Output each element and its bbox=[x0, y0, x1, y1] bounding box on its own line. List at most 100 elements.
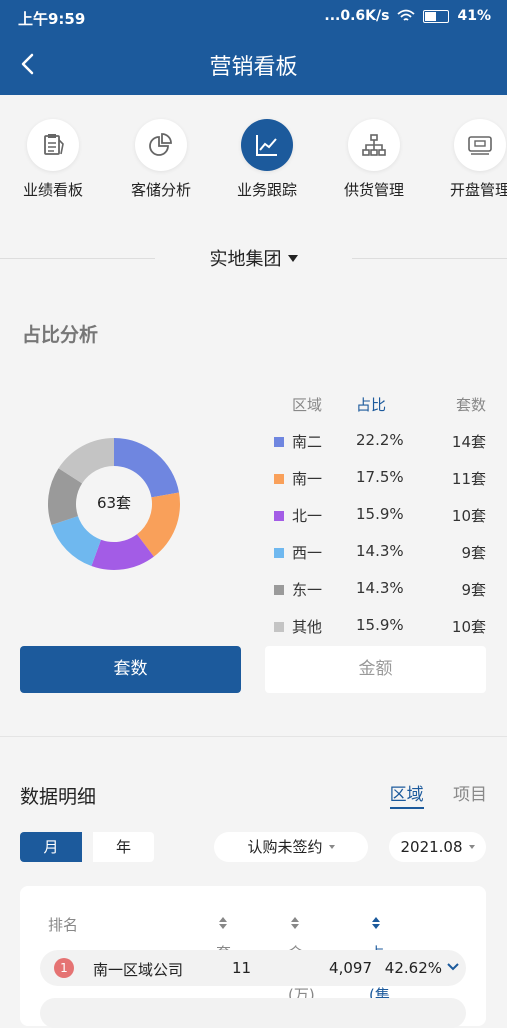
category-item-customer[interactable]: 客储分析 bbox=[108, 119, 214, 200]
hierarchy-icon bbox=[362, 134, 386, 156]
legend-header: 区域 占比 套数 bbox=[292, 396, 486, 414]
category-label: 客储分析 bbox=[130, 181, 191, 199]
legend-region: 北一 bbox=[292, 507, 323, 525]
status-bar: 上午9:59 ...0.6K/s 41% bbox=[0, 0, 507, 34]
amount-button[interactable]: 金额 bbox=[265, 646, 486, 693]
tab-project[interactable]: 项目 bbox=[453, 785, 487, 805]
detail-tabs: 区域 项目 bbox=[366, 780, 487, 809]
legend-region: 南一 bbox=[292, 470, 323, 488]
header-share[interactable]: 占比(集团) bbox=[369, 914, 390, 1025]
legend-count: 9套 bbox=[461, 544, 486, 562]
legend-region: 南二 bbox=[292, 433, 323, 451]
cash-icon bbox=[468, 136, 492, 155]
category-item-tracking[interactable]: 业务跟踪 bbox=[214, 119, 320, 200]
legend-count: 10套 bbox=[451, 507, 486, 525]
legend-row: 南二 22.2% 14套 bbox=[266, 425, 496, 462]
count-button[interactable]: 套数 bbox=[20, 646, 241, 693]
legend-count: 9套 bbox=[461, 581, 486, 599]
category-label: 供货管理 bbox=[343, 181, 404, 199]
donut-slice-北一 bbox=[91, 534, 154, 570]
legend-count: 10套 bbox=[451, 618, 486, 636]
table-header: 排名 套数 金额(万) 占比(集团) bbox=[20, 886, 486, 1025]
legend-count: 14套 bbox=[451, 433, 486, 451]
legend-swatch bbox=[274, 585, 284, 595]
legend-share: 17.5% bbox=[356, 468, 404, 486]
legend-region: 其他 bbox=[292, 618, 323, 636]
legend-row: 南一 17.5% 11套 bbox=[266, 462, 496, 499]
section-title: 占比分析 bbox=[22, 324, 99, 346]
divider bbox=[352, 258, 507, 259]
legend-row: 西一 14.3% 9套 bbox=[266, 536, 496, 573]
back-arrow-icon[interactable] bbox=[16, 49, 42, 79]
legend-swatch bbox=[274, 511, 284, 521]
category-label: 开盘管理 bbox=[449, 181, 507, 199]
legend-swatch bbox=[274, 622, 284, 632]
legend-row: 其他 15.9% 10套 bbox=[266, 610, 496, 647]
caret-down-icon bbox=[328, 845, 335, 849]
caret-down-icon bbox=[287, 255, 298, 262]
row-amount: 4,097 bbox=[329, 959, 372, 977]
legend-share: 14.3% bbox=[356, 542, 404, 560]
caret-down-icon bbox=[468, 845, 475, 849]
donut-slice-西一 bbox=[51, 516, 102, 567]
legend-region: 西一 bbox=[292, 544, 323, 562]
sort-icon bbox=[219, 917, 227, 929]
category-label: 业务跟踪 bbox=[236, 181, 297, 199]
table-row[interactable]: 1 南一区域公司 11 4,097 42.62% bbox=[40, 950, 466, 986]
pie-chart-icon bbox=[149, 133, 172, 156]
network-speed: ...0.6K/s bbox=[324, 8, 390, 24]
period-month-button[interactable]: 月 bbox=[20, 832, 82, 862]
header-count[interactable]: 套数 bbox=[216, 914, 231, 983]
category-label: 业绩看板 bbox=[22, 181, 83, 199]
category-nav: 业绩看板 客储分析 业务跟踪 供货管理 开盘管理 bbox=[0, 95, 507, 213]
group-selector[interactable]: 实地集团 bbox=[0, 245, 507, 271]
legend-share: 22.2% bbox=[356, 431, 404, 449]
battery-level: 41% bbox=[457, 8, 491, 24]
top-bar: 营销看板 bbox=[0, 34, 507, 95]
legend-row: 北一 15.9% 10套 bbox=[266, 499, 496, 536]
sort-icon bbox=[372, 917, 380, 929]
divider bbox=[0, 258, 155, 259]
group-selector-row: 实地集团 bbox=[0, 230, 507, 286]
legend-region: 东一 bbox=[292, 581, 323, 599]
share-legend: 区域 占比 套数 南二 22.2% 14套 南一 17.5% 11套 北一 15.9% 10套西… bbox=[266, 388, 496, 647]
section-divider bbox=[0, 736, 507, 737]
status-time: 上午9:59 bbox=[18, 10, 86, 28]
legend-share: 14.3% bbox=[356, 579, 404, 597]
clipboard-icon bbox=[44, 134, 64, 155]
row-count: 11 bbox=[232, 959, 252, 977]
legend-swatch bbox=[274, 548, 284, 558]
line-chart-icon bbox=[256, 135, 277, 156]
row-name: 南一区域公司 bbox=[93, 961, 184, 979]
period-year-button[interactable]: 年 bbox=[93, 832, 154, 862]
page-title: 营销看板 bbox=[209, 55, 298, 80]
legend-share: 15.9% bbox=[356, 616, 404, 634]
wifi-icon bbox=[397, 9, 416, 21]
date-filter-dropdown[interactable]: 2021.08 bbox=[389, 832, 486, 862]
legend-swatch bbox=[274, 474, 284, 484]
legend-share: 15.9% bbox=[356, 505, 404, 523]
legend-swatch bbox=[274, 437, 284, 447]
battery-icon bbox=[423, 9, 450, 23]
donut-slice-南二 bbox=[114, 438, 179, 498]
rank-badge: 1 bbox=[54, 958, 74, 978]
legend-count: 11套 bbox=[451, 470, 486, 488]
tab-region[interactable]: 区域 bbox=[389, 785, 424, 809]
detail-table: 排名 套数 金额(万) 占比(集团) 1 南一区域公司 11 4,097 42.… bbox=[20, 886, 486, 1028]
donut-center-label: 63套 bbox=[96, 494, 132, 512]
chevron-down-icon[interactable] bbox=[446, 960, 460, 974]
sort-icon bbox=[291, 917, 299, 929]
category-item-supply[interactable]: 供货管理 bbox=[321, 119, 427, 200]
category-item-opening[interactable]: 开盘管理 bbox=[427, 119, 507, 200]
status-filter-dropdown[interactable]: 认购未签约 bbox=[214, 832, 368, 862]
donut-slice-东一 bbox=[48, 468, 83, 526]
donut-chart bbox=[48, 438, 181, 570]
category-item-performance[interactable]: 业绩看板 bbox=[0, 119, 106, 200]
donut-slice-南一 bbox=[136, 492, 181, 557]
legend-row: 东一 14.3% 9套 bbox=[266, 573, 496, 610]
row-share: 42.62% bbox=[384, 959, 442, 977]
header-rank: 排名 bbox=[48, 916, 79, 934]
table-row[interactable] bbox=[40, 998, 466, 1028]
donut-slice-其他 bbox=[58, 438, 114, 484]
header-amount[interactable]: 金额(万) bbox=[288, 914, 315, 1004]
